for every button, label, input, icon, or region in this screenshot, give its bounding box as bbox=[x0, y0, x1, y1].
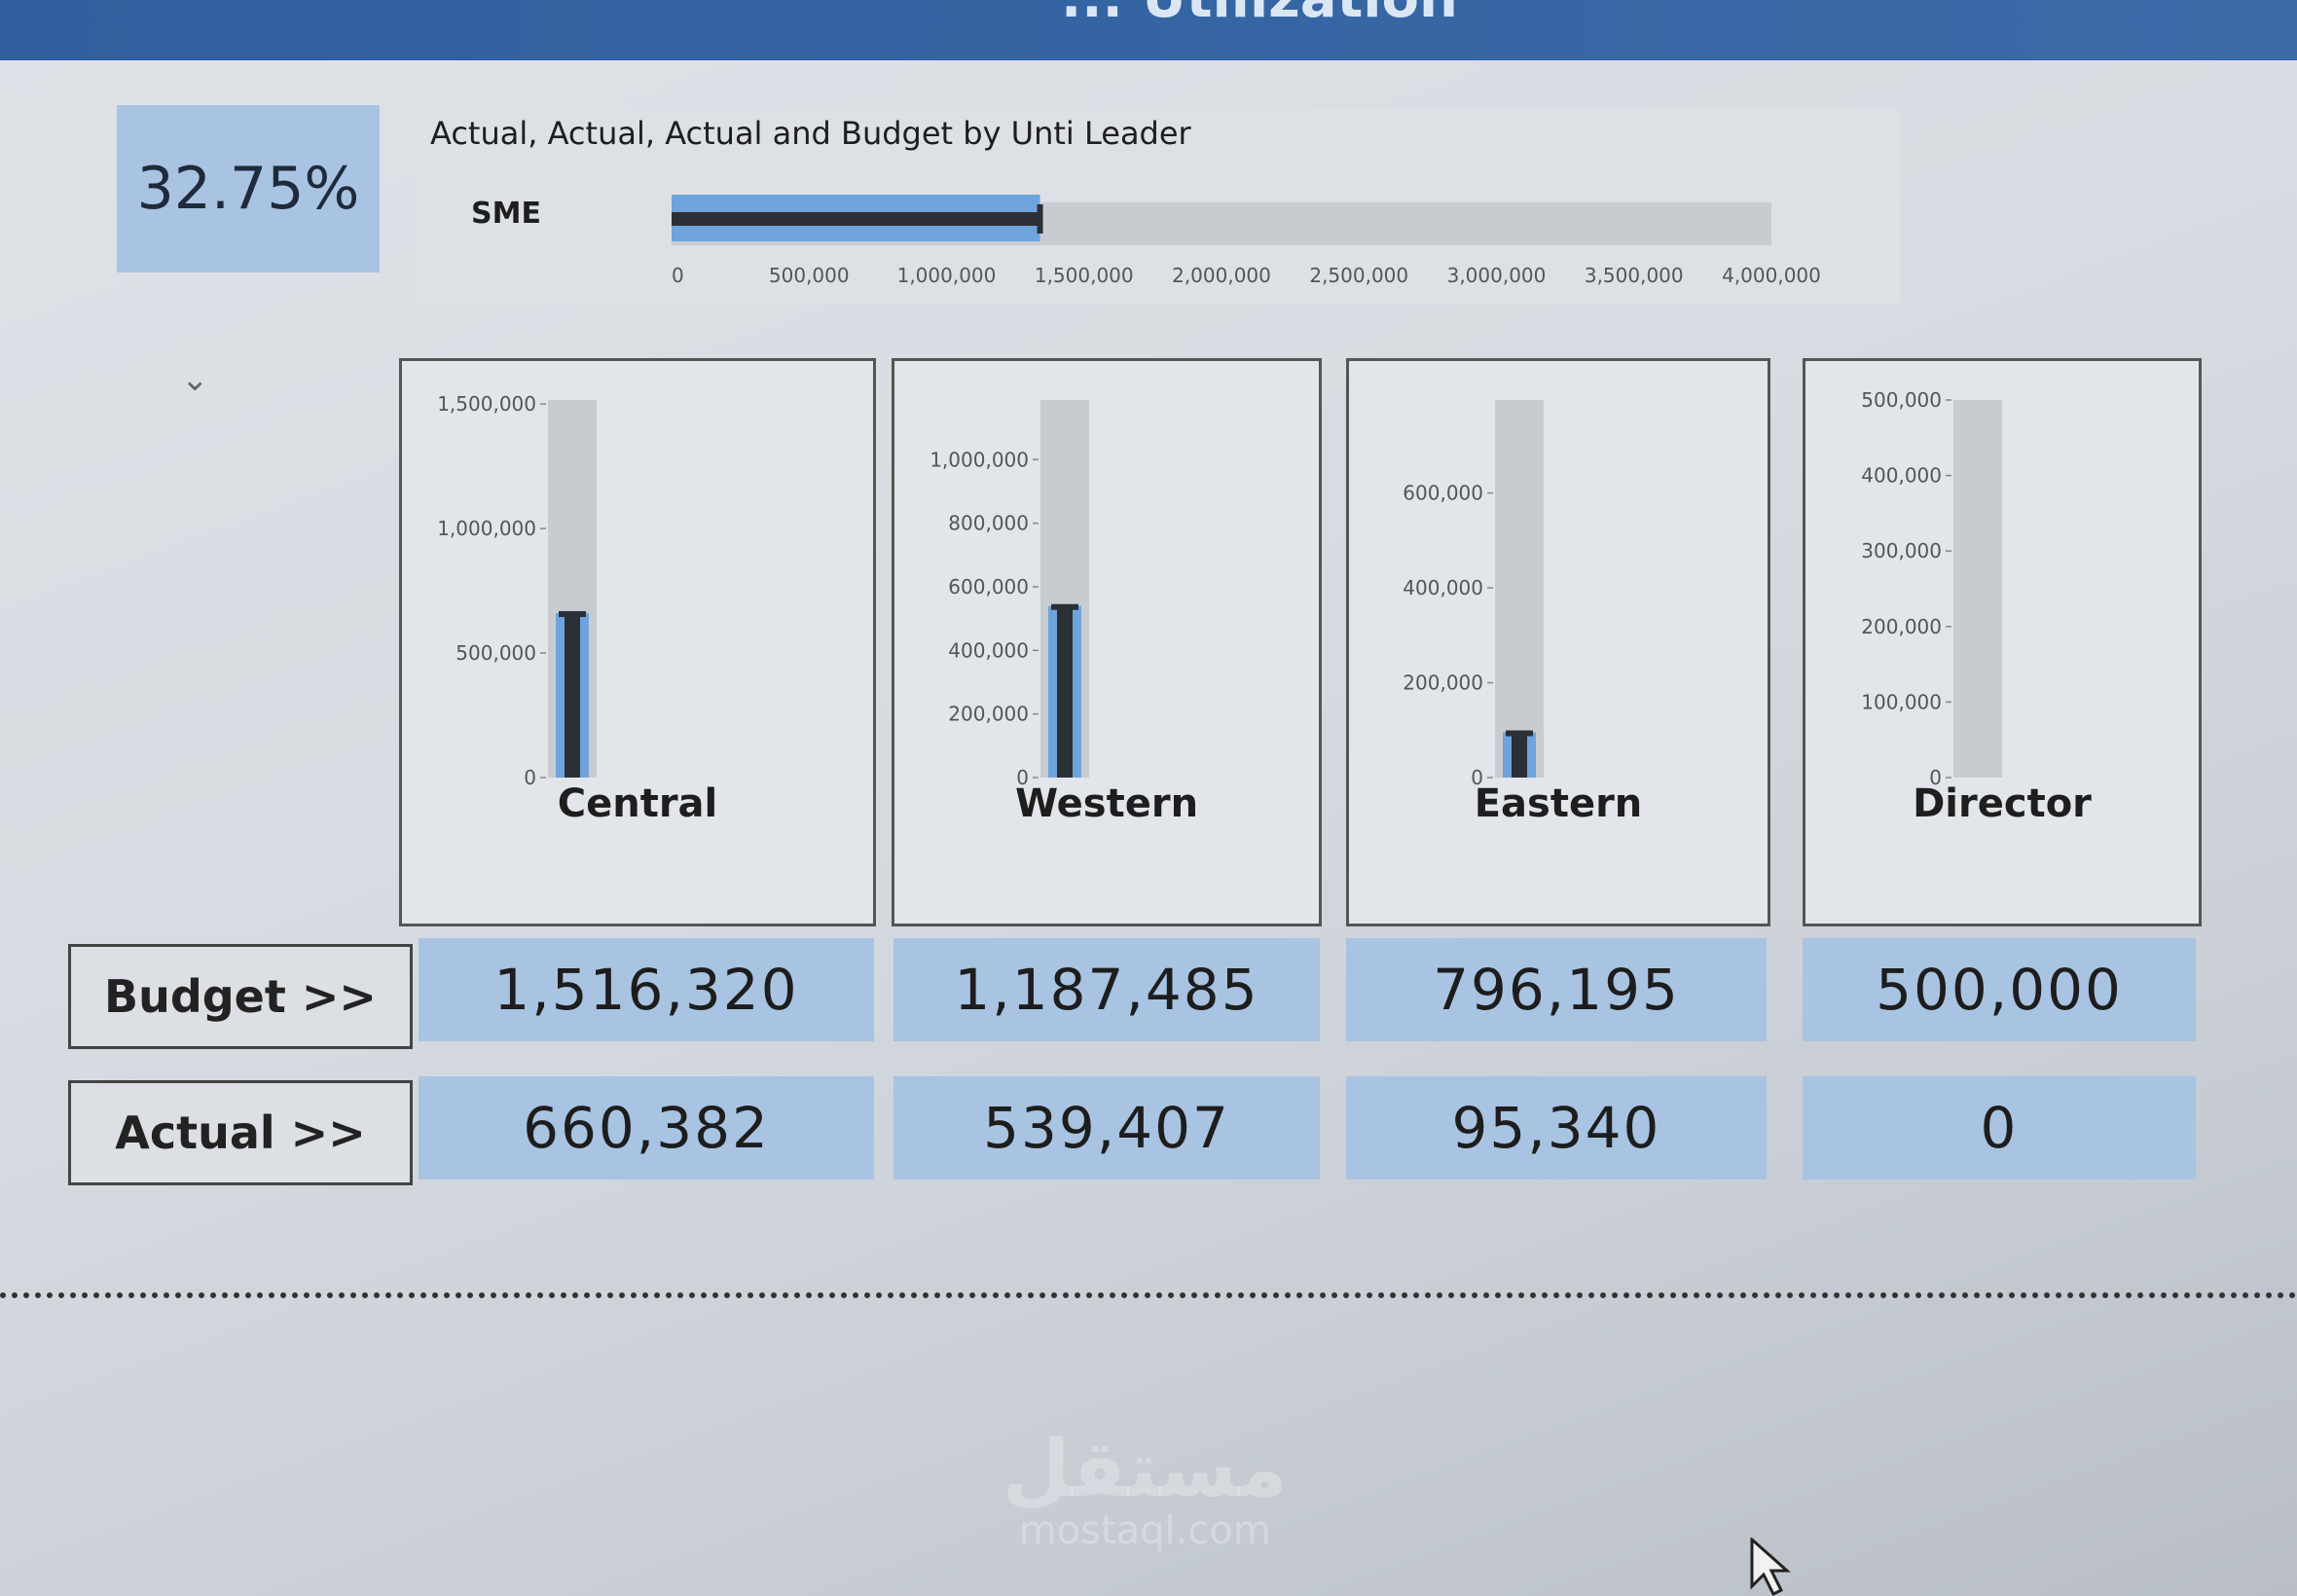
y-tick-label: 1,000,000 bbox=[437, 517, 536, 540]
x-tick-label: 1,000,000 bbox=[897, 264, 997, 287]
budget-central: 1,516,320 bbox=[419, 938, 874, 1041]
actual-end-marker bbox=[559, 611, 586, 618]
mouse-cursor-icon bbox=[1750, 1538, 1791, 1596]
budget-bar bbox=[1495, 400, 1544, 778]
y-tick-label: 100,000 bbox=[1861, 690, 1942, 713]
actual-row-label: Actual >> bbox=[68, 1080, 413, 1185]
region-label: Eastern bbox=[1474, 781, 1643, 826]
x-tick-label: 0 bbox=[672, 264, 684, 287]
y-tick-label: 300,000 bbox=[1861, 539, 1942, 562]
budget-row-label: Budget >> bbox=[68, 944, 413, 1049]
x-tick-label: 500,000 bbox=[769, 264, 850, 287]
y-tick-label: 200,000 bbox=[1861, 615, 1942, 638]
y-tick-label: 200,000 bbox=[1403, 671, 1483, 695]
y-tick-label: 600,000 bbox=[948, 575, 1029, 598]
x-tick-label: 1,500,000 bbox=[1035, 264, 1134, 287]
y-tick-label: 0 bbox=[1929, 766, 1942, 789]
region-chart-svg: 0 200,000 400,000 600,000 bbox=[1403, 400, 1544, 789]
y-tick-label: 200,000 bbox=[948, 703, 1029, 726]
y-tick-label: 400,000 bbox=[1403, 576, 1483, 599]
divider bbox=[0, 1292, 2297, 1298]
actual-marker bbox=[1512, 732, 1527, 778]
actual-central: 660,382 bbox=[419, 1076, 874, 1179]
region-card-western[interactable]: 0 200,000 400,000 600,000 800,000 1,000,000 W… bbox=[892, 358, 1322, 926]
y-tick-label: 500,000 bbox=[456, 641, 536, 665]
actual-end-marker bbox=[1051, 603, 1078, 610]
region-card-director[interactable]: 0 100,000 200,000 300,000 400,000 500,000 Dir… bbox=[1803, 358, 2202, 926]
actual-marker bbox=[1057, 605, 1073, 778]
y-tick-label: 800,000 bbox=[948, 512, 1029, 535]
region-label: Western bbox=[1014, 781, 1199, 826]
region-chart-svg: 0 200,000 400,000 600,000 800,000 1,000,000 bbox=[930, 400, 1089, 789]
actual-end-marker bbox=[1037, 204, 1043, 234]
y-tick-label: 0 bbox=[1471, 766, 1483, 789]
region-label: Central bbox=[557, 781, 718, 826]
actual-director: 0 bbox=[1803, 1076, 2196, 1179]
x-tick-label: 3,500,000 bbox=[1585, 264, 1684, 287]
x-tick-label: 2,500,000 bbox=[1309, 264, 1408, 287]
y-tick-label: 400,000 bbox=[1861, 464, 1942, 488]
budget-western: 1,187,485 bbox=[893, 938, 1320, 1041]
header-bar: ... Utilization bbox=[0, 0, 2297, 60]
y-tick-label: 400,000 bbox=[948, 638, 1029, 662]
y-tick-label: 0 bbox=[524, 766, 536, 789]
y-tick-label: 0 bbox=[1016, 766, 1029, 789]
y-tick-label: 1,000,000 bbox=[930, 448, 1029, 471]
x-tick-label: 2,000,000 bbox=[1172, 264, 1271, 287]
budget-eastern: 796,195 bbox=[1346, 938, 1767, 1041]
bullet-chart-panel[interactable]: Actual, Actual, Actual and Budget by Unt… bbox=[420, 109, 1900, 304]
region-chart-svg: 0 500,000 1,000,000 1,500,000 bbox=[437, 392, 597, 789]
actual-marker bbox=[565, 613, 580, 778]
budget-bar bbox=[1953, 400, 2002, 778]
region-label: Director bbox=[1913, 781, 2092, 826]
x-tick-label: 3,000,000 bbox=[1447, 264, 1547, 287]
bullet-chart-svg: 0 500,000 1,000,000 1,500,000 2,000,000 2,500… bbox=[672, 195, 1821, 287]
y-tick-label: 500,000 bbox=[1861, 388, 1942, 412]
watermark: مستقل mostaql.com bbox=[1003, 1424, 1288, 1554]
x-tick-label: 4,000,000 bbox=[1722, 264, 1821, 287]
budget-director: 500,000 bbox=[1803, 938, 2196, 1041]
kpi-card[interactable]: 32.75% bbox=[117, 105, 380, 272]
kpi-value: 32.75% bbox=[136, 155, 360, 223]
actual-eastern: 95,340 bbox=[1346, 1076, 1767, 1179]
chevron-down-icon[interactable]: ⌄ bbox=[181, 360, 209, 399]
y-tick-label: 1,500,000 bbox=[437, 392, 536, 416]
region-card-eastern[interactable]: 0 200,000 400,000 600,000 Eastern bbox=[1346, 358, 1770, 926]
y-tick-label: 600,000 bbox=[1403, 482, 1483, 505]
actual-western: 539,407 bbox=[893, 1076, 1320, 1179]
bullet-chart-title: Actual, Actual, Actual and Budget by Unt… bbox=[430, 115, 1191, 152]
region-card-central[interactable]: 0 500,000 1,000,000 1,500,000 Central bbox=[399, 358, 876, 926]
watermark-site: mostaql.com bbox=[1018, 1508, 1271, 1553]
actual-marker bbox=[672, 212, 1040, 226]
region-chart-svg: 0 100,000 200,000 300,000 400,000 500,000 bbox=[1861, 388, 2002, 789]
page-title: ... Utilization bbox=[1061, 0, 1458, 30]
bullet-chart-category: SME bbox=[471, 197, 541, 231]
actual-end-marker bbox=[1506, 730, 1533, 737]
watermark-logo: مستقل bbox=[1003, 1424, 1288, 1514]
